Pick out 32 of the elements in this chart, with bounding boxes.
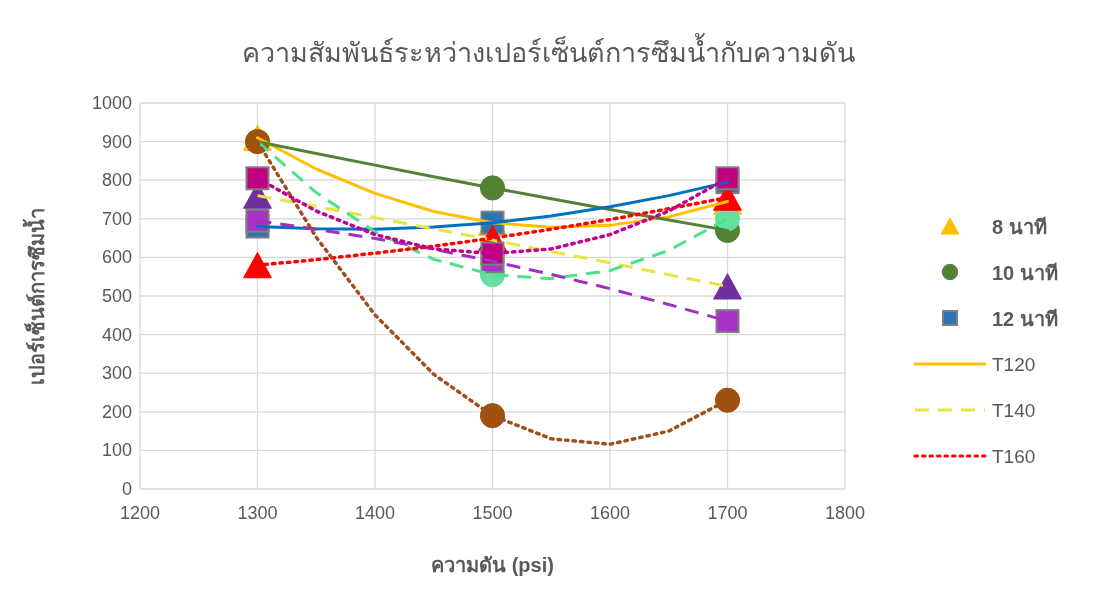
legend-label: 12 นาที	[992, 308, 1058, 330]
y-tick-label: 0	[121, 479, 132, 499]
point	[243, 251, 272, 279]
x-axis-title: ความดัน (psi)	[431, 554, 554, 576]
x-tick-label: 1400	[354, 503, 396, 523]
y-tick-label: 900	[101, 131, 132, 152]
point	[714, 387, 741, 413]
legend-label: 10 นาที	[992, 262, 1058, 284]
x-tick-label: 1700	[707, 503, 748, 523]
x-tick-label: 1300	[237, 503, 278, 523]
y-tick-label: 700	[101, 208, 132, 229]
y-tick-label: 300	[101, 363, 132, 384]
legend-label: T140	[992, 400, 1036, 421]
x-tick-label: 1200	[119, 503, 161, 523]
y-tick-label: 1000	[91, 93, 132, 113]
y-tick-label: 600	[101, 247, 132, 268]
x-tick-label: 1600	[589, 503, 631, 523]
y-tick-label: 200	[101, 401, 132, 422]
legend-label: 8 นาที	[992, 216, 1047, 238]
x-tick-label: 1800	[824, 503, 866, 523]
legend-label: T160	[992, 446, 1036, 467]
y-tick-label: 100	[101, 440, 132, 461]
chart-title: ความสัมพันธ์ระหว่างเปอร์เซ็นต์การซึมน้ำกับความดัน	[241, 33, 855, 68]
point	[713, 273, 742, 300]
x-tick-label: 1500	[472, 503, 513, 523]
y-tick-label: 500	[101, 286, 132, 306]
point	[715, 309, 740, 334]
y-tick-label: 800	[101, 170, 132, 191]
point	[245, 166, 270, 191]
y-axis-title: เปอร์เซ็นต์การซึมน้ำ	[22, 207, 48, 385]
legend-label: T120	[992, 354, 1036, 375]
y-tick-label: 400	[101, 324, 132, 345]
